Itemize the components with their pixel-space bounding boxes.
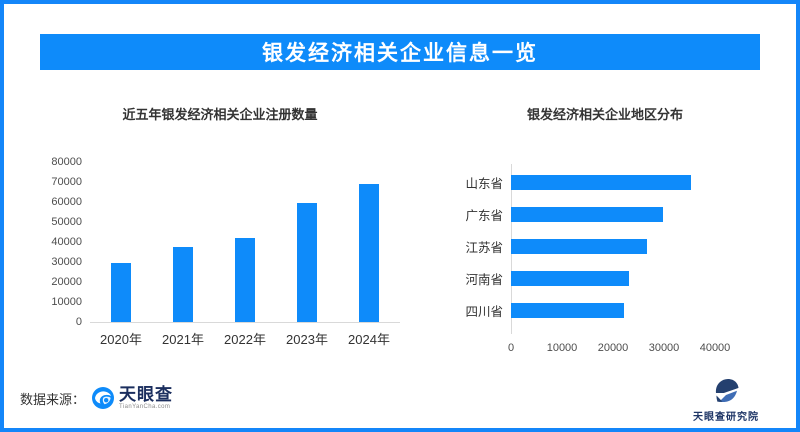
bar-cell [90, 162, 152, 322]
region-row: 江苏省 [448, 230, 760, 262]
bar-2022年 [235, 238, 255, 322]
y-tick-label: 50000 [51, 216, 82, 228]
data-source-label: 数据来源： [20, 391, 86, 407]
region-bar-江苏省 [511, 238, 647, 254]
y-tick-label: 0 [75, 316, 82, 328]
region-row: 广东省 [448, 198, 760, 230]
region-bar-track [511, 230, 760, 262]
region-row: 河南省 [448, 262, 760, 294]
bar-2020年 [111, 263, 131, 322]
registrations-bar-chart: 近五年银发经济相关企业注册数量 0 10000 20000 30000 40000 500… [40, 104, 400, 369]
y-tick-label: 80000 [51, 156, 82, 168]
region-label: 江苏省 [465, 240, 503, 255]
x-category-label: 2020年 [100, 332, 142, 347]
institute-name: 天眼查研究院 [693, 412, 759, 423]
title-banner: 银发经济相关企业信息一览 [40, 34, 760, 70]
region-bar-track [511, 198, 760, 230]
data-source: 数据来源： 天眼查 TianYanCha.com [20, 386, 173, 410]
region-bar-track [511, 294, 760, 326]
left-chart-bars [90, 162, 400, 322]
bar-cell [276, 162, 338, 322]
y-tick-label: 20000 [51, 276, 82, 288]
region-label: 广东省 [465, 208, 503, 223]
tianyancha-logo [91, 386, 115, 410]
page-title: 银发经济相关企业信息一览 [262, 42, 538, 65]
institute-badge: 天眼查研究院 [678, 376, 774, 423]
region-label: 河南省 [465, 272, 503, 287]
y-tick-label: 60000 [51, 196, 82, 208]
region-bar-四川省 [511, 302, 625, 318]
y-tick-label: 70000 [51, 176, 82, 188]
left-chart-plot-area: 0 10000 20000 30000 40000 50000 60000 70000 8000… [51, 156, 400, 347]
region-row: 四川省 [448, 294, 760, 326]
bar-2024年 [359, 183, 379, 322]
region-bar-track [511, 166, 760, 198]
right-chart-title: 银发经济相关企业地区分布 [526, 107, 683, 122]
bar-cell [152, 162, 214, 322]
left-chart-x-axis: 2020年 2021年 2022年 2023年 2024年 [90, 329, 400, 348]
x-tick-label: 40000 [699, 342, 731, 354]
region-row: 山东省 [448, 166, 760, 198]
institute-logo-icon [715, 379, 739, 402]
right-chart-rows: 山东省广东省江苏省河南省四川省 [448, 166, 760, 326]
bar-2021年 [173, 247, 193, 322]
region-bar-河南省 [511, 270, 629, 286]
bar-2023年 [297, 203, 317, 322]
x-tick-label: 30000 [648, 342, 680, 354]
x-tick-label: 20000 [597, 342, 629, 354]
tianyancha-url: TianYanCha.com [119, 404, 171, 410]
region-bar-chart: 银发经济相关企业地区分布 山东省广东省江苏省河南省四川省 0 10000 20000… [440, 104, 770, 369]
region-bar-山东省 [511, 174, 691, 190]
region-bar-广东省 [511, 206, 664, 222]
left-chart-title: 近五年银发经济相关企业注册数量 [122, 107, 318, 122]
region-bar-track [511, 262, 760, 294]
bar-cell [214, 162, 276, 322]
y-tick-label: 10000 [51, 296, 82, 308]
right-chart-x-axis: 0 10000 20000 30000 40000 [507, 342, 731, 356]
region-label: 山东省 [465, 176, 503, 191]
y-tick-label: 30000 [51, 256, 82, 268]
tianyancha-eye-icon [92, 387, 115, 409]
tianyancha-wordmark: 天眼查 TianYanCha.com [119, 386, 173, 410]
x-category-label: 2023年 [286, 332, 328, 347]
x-tick-label: 10000 [546, 342, 578, 354]
bar-cell [338, 162, 400, 322]
y-tick-label: 40000 [51, 236, 82, 248]
tianyancha-name: 天眼查 [119, 385, 174, 404]
x-category-label: 2021年 [162, 332, 204, 347]
region-label: 四川省 [465, 304, 503, 319]
x-tick-label: 0 [507, 342, 515, 354]
x-category-label: 2022年 [224, 332, 266, 347]
x-category-label: 2024年 [348, 332, 390, 347]
